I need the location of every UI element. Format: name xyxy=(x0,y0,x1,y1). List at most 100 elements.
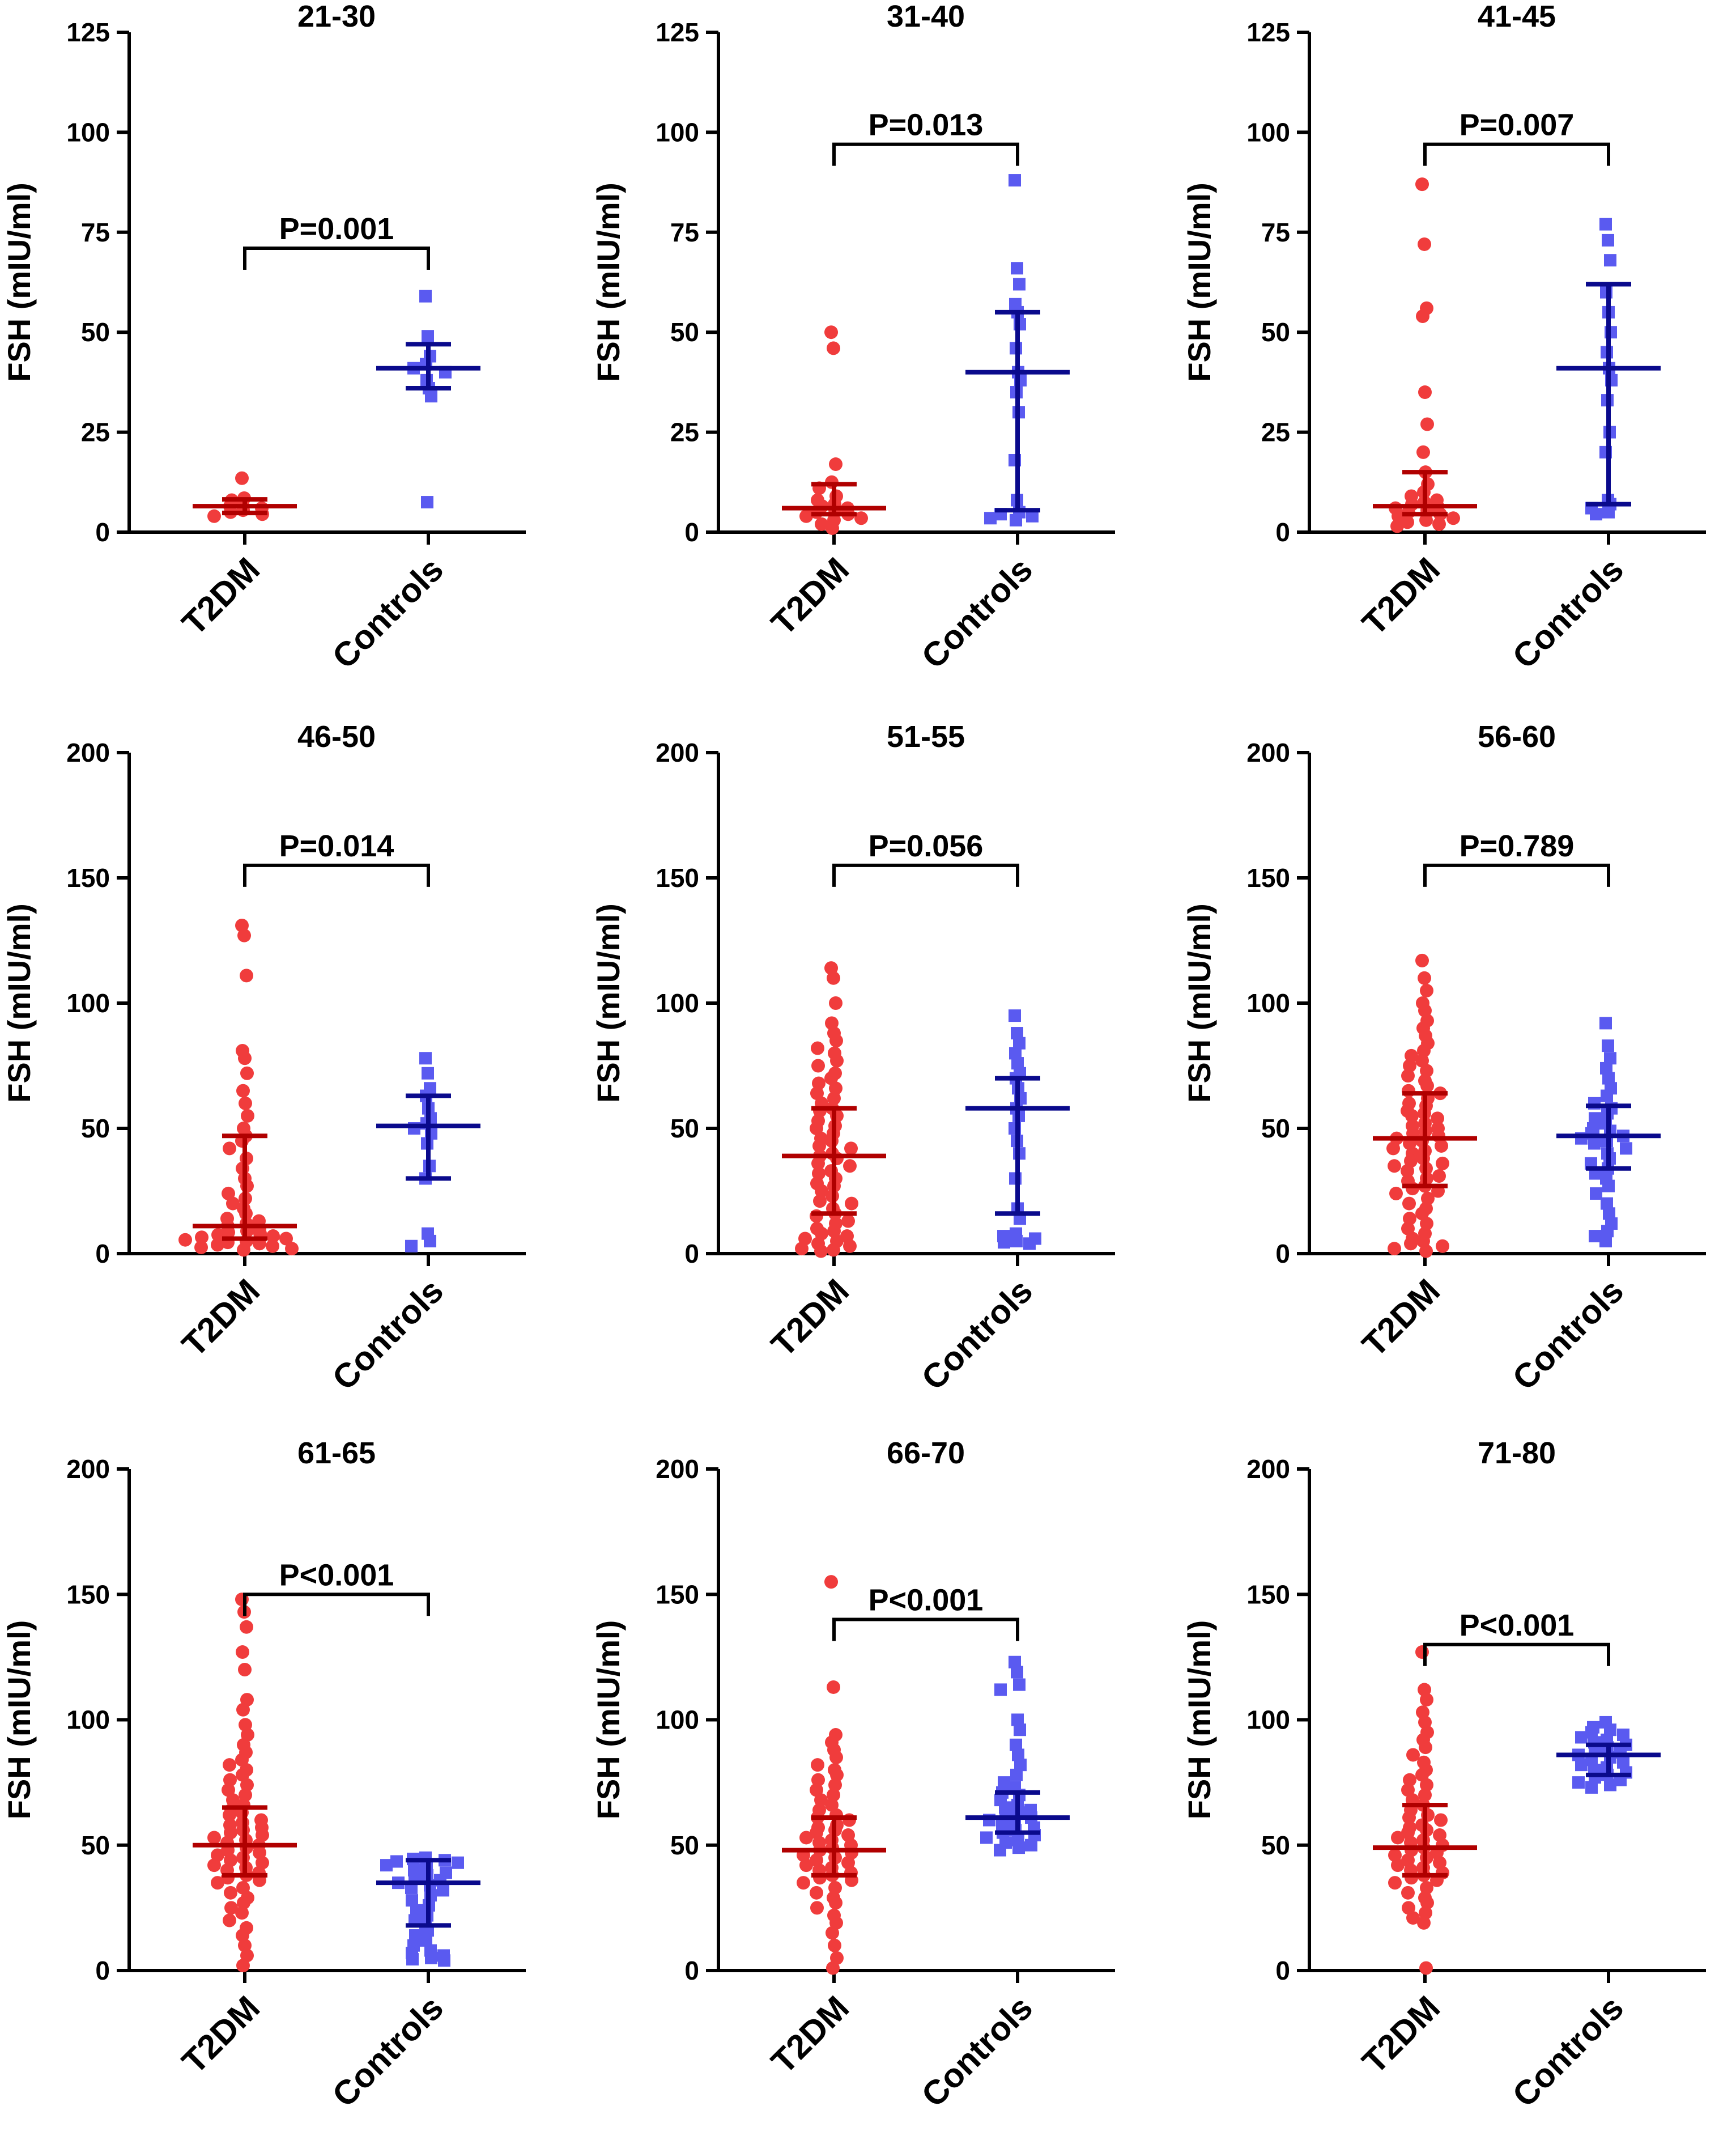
data-point-controls xyxy=(1620,1142,1632,1155)
y-tick-label: 100 xyxy=(1246,117,1290,147)
y-tick-label: 0 xyxy=(95,1956,110,1985)
data-point-t2dm xyxy=(223,1141,236,1156)
data-point-controls xyxy=(1599,218,1612,231)
data-point-t2dm xyxy=(1418,237,1431,251)
significance-bracket xyxy=(832,863,1019,887)
data-point-controls xyxy=(1009,1009,1021,1022)
chart-panel-31-40: 31-40 FSH (mIU/ml) 0 25 50 75 100 125 T2DM Contro… xyxy=(590,0,1115,676)
p-value-label: P<0.001 xyxy=(1460,1608,1575,1642)
data-point-t2dm xyxy=(1421,1191,1435,1205)
data-point-t2dm xyxy=(795,1242,809,1256)
data-point-controls xyxy=(1013,1037,1026,1050)
data-point-t2dm xyxy=(815,1184,828,1198)
data-point-controls xyxy=(1617,1756,1629,1769)
significance-bracket xyxy=(243,863,430,887)
x-category-label: Controls xyxy=(325,1989,450,2114)
p-value-label: P=0.056 xyxy=(869,829,984,863)
data-point-t2dm xyxy=(237,1243,250,1257)
data-point-controls xyxy=(1601,1225,1614,1238)
y-axis-label: FSH (mIU/ml) xyxy=(1181,1620,1217,1820)
data-point-t2dm xyxy=(236,1702,250,1717)
data-point-t2dm xyxy=(224,1901,238,1915)
y-tick-label: 75 xyxy=(1261,218,1290,247)
y-tick-label: 50 xyxy=(81,317,110,347)
y-tick-label: 75 xyxy=(670,218,699,247)
data-point-t2dm xyxy=(1446,511,1460,525)
data-point-t2dm xyxy=(827,1788,840,1802)
data-point-controls xyxy=(1009,1655,1021,1668)
data-point-controls xyxy=(1589,1230,1601,1243)
significance-bracket xyxy=(243,247,430,270)
y-tick-label: 50 xyxy=(81,1831,110,1860)
data-point-t2dm xyxy=(223,1773,237,1787)
y-tick-label: 0 xyxy=(684,1239,699,1268)
data-point-controls xyxy=(1012,1748,1024,1761)
data-point-controls xyxy=(406,1953,419,1966)
panel-title: 66-70 xyxy=(887,1436,965,1470)
x-category-label: Controls xyxy=(914,1272,1040,1398)
significance-bracket xyxy=(1423,1642,1610,1666)
data-point-t2dm xyxy=(1432,1169,1446,1183)
x-category-label: T2DM xyxy=(175,1989,267,2081)
y-tick-label: 0 xyxy=(684,1956,699,1985)
data-point-controls xyxy=(1010,1768,1023,1781)
y-tick-label: 0 xyxy=(95,517,110,547)
data-point-t2dm xyxy=(1420,1216,1433,1230)
data-point-t2dm xyxy=(222,1225,235,1239)
data-point-t2dm xyxy=(1391,1831,1405,1845)
data-point-t2dm xyxy=(239,1788,252,1802)
data-point-controls xyxy=(1602,1039,1614,1052)
data-point-controls xyxy=(1011,1666,1023,1679)
data-point-controls xyxy=(452,1856,464,1869)
data-point-controls xyxy=(1014,1723,1026,1736)
chart-panel-51-55: 51-55 FSH (mIU/ml) 0 50 100 150 200 T2DM Control… xyxy=(590,720,1115,1398)
y-tick-label: 200 xyxy=(1246,1454,1290,1484)
data-point-t2dm xyxy=(266,1229,280,1243)
y-tick-label: 100 xyxy=(1246,1705,1290,1735)
y-tick-label: 125 xyxy=(1246,18,1290,47)
data-point-controls xyxy=(425,1951,437,1964)
data-point-t2dm xyxy=(1419,1961,1433,1975)
panel-title: 31-40 xyxy=(887,0,965,33)
data-point-controls xyxy=(984,512,997,525)
x-category-label: T2DM xyxy=(764,1989,856,2081)
data-point-t2dm xyxy=(1389,1186,1403,1200)
data-point-t2dm xyxy=(845,1196,858,1211)
data-point-t2dm xyxy=(266,1239,279,1253)
data-point-t2dm xyxy=(1435,1139,1448,1153)
y-tick-label: 50 xyxy=(1261,317,1290,347)
data-point-t2dm xyxy=(811,1059,825,1073)
data-point-controls xyxy=(1013,278,1026,291)
data-point-t2dm xyxy=(226,1196,240,1211)
data-point-controls xyxy=(1599,1234,1612,1247)
data-point-t2dm xyxy=(814,1244,828,1258)
data-point-controls xyxy=(405,1239,418,1252)
data-point-controls xyxy=(1602,506,1615,519)
data-point-t2dm xyxy=(223,1913,236,1927)
chart-panel-56-60: 56-60 FSH (mIU/ml) 0 50 100 150 200 T2DM Control… xyxy=(1181,720,1706,1398)
y-tick-label: 50 xyxy=(1261,1114,1290,1143)
data-point-t2dm xyxy=(854,511,868,525)
data-point-t2dm xyxy=(236,1084,250,1098)
data-point-t2dm xyxy=(279,1232,293,1246)
panel-title: 46-50 xyxy=(297,720,376,754)
data-point-t2dm xyxy=(826,1926,839,1940)
data-point-t2dm xyxy=(238,1051,252,1065)
data-point-t2dm xyxy=(1402,1196,1416,1211)
panel-title: 61-65 xyxy=(297,1436,376,1470)
data-point-t2dm xyxy=(1417,1916,1431,1930)
data-point-controls xyxy=(1575,1731,1588,1744)
x-category-label: T2DM xyxy=(764,550,856,643)
data-point-controls xyxy=(1604,1052,1616,1065)
y-tick-label: 200 xyxy=(66,738,110,767)
data-point-controls xyxy=(1604,1723,1616,1736)
y-tick-label: 100 xyxy=(66,117,110,147)
y-tick-label: 0 xyxy=(1275,517,1290,547)
data-point-t2dm xyxy=(829,1750,843,1764)
x-category-label: T2DM xyxy=(1355,1989,1447,2081)
y-tick-label: 100 xyxy=(66,988,110,1018)
data-point-t2dm xyxy=(237,928,251,942)
data-point-t2dm xyxy=(826,1961,840,1975)
significance-bracket xyxy=(243,1593,430,1616)
data-point-t2dm xyxy=(207,509,221,523)
